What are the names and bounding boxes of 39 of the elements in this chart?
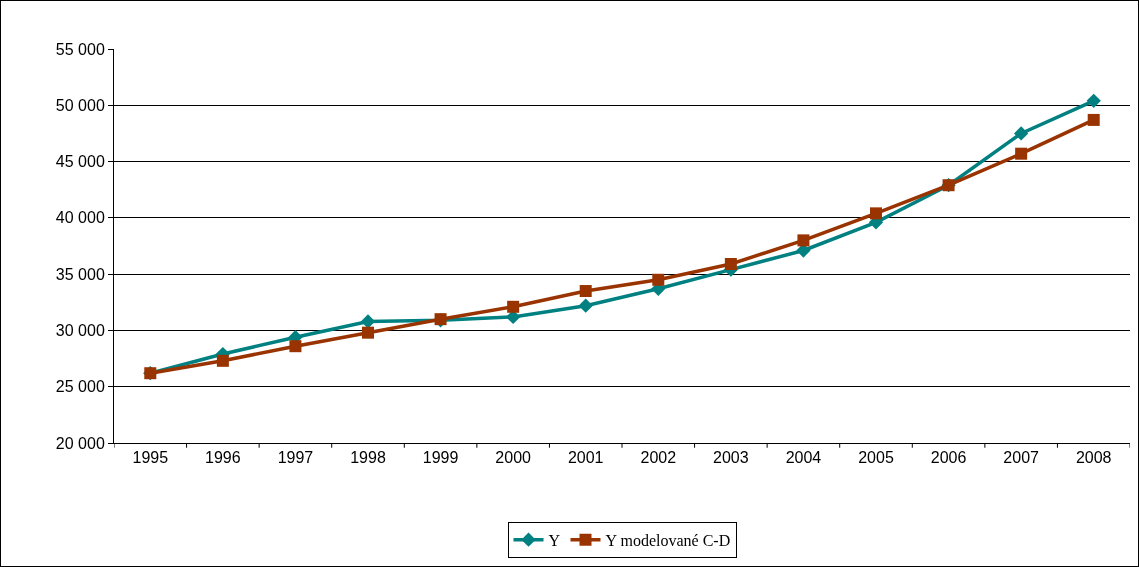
point	[360, 314, 376, 329]
x-tick-label: 1997	[277, 449, 314, 467]
y-tick-label: 45 000	[55, 153, 105, 171]
point	[870, 207, 882, 220]
y-tick-label: 40 000	[55, 209, 105, 227]
point	[1013, 126, 1029, 141]
legend-label: Y modelované C-D	[605, 531, 731, 549]
y-tick-label: 55 000	[55, 40, 105, 58]
x-tick-label: 1996	[205, 449, 241, 467]
x-tick-label: 2002	[640, 449, 677, 467]
y-tick-label: 30 000	[55, 322, 105, 340]
x-tick-label: 2003	[713, 449, 749, 467]
x-tick-label: 2001	[567, 449, 604, 467]
point	[362, 326, 374, 339]
point	[724, 258, 737, 271]
x-tick-label: 2006	[930, 449, 967, 467]
x-tick-label: 2008	[1075, 449, 1112, 467]
y-tick-label: 25 000	[55, 378, 105, 396]
x-tick-label: 2007	[1003, 449, 1040, 467]
legend-label: Y	[548, 531, 561, 549]
point	[216, 354, 229, 367]
point	[652, 273, 665, 286]
y-tick-label: 50 000	[55, 96, 105, 114]
x-tick-label: 2000	[495, 449, 532, 467]
point	[578, 298, 593, 313]
point	[507, 300, 520, 313]
point	[1015, 147, 1028, 160]
x-tick-label: 2005	[858, 449, 894, 467]
x-tick-label: 1998	[350, 449, 386, 467]
x-tick-label: 1995	[132, 449, 169, 467]
y-tick-label: 35 000	[55, 265, 105, 283]
point	[1086, 93, 1101, 108]
x-tick-label: 2004	[785, 449, 822, 467]
point	[1087, 113, 1100, 126]
point	[579, 285, 592, 298]
point	[289, 340, 302, 353]
point	[797, 234, 810, 247]
y-tick-label: 20 000	[55, 434, 105, 452]
x-tick-label: 1999	[422, 449, 459, 467]
